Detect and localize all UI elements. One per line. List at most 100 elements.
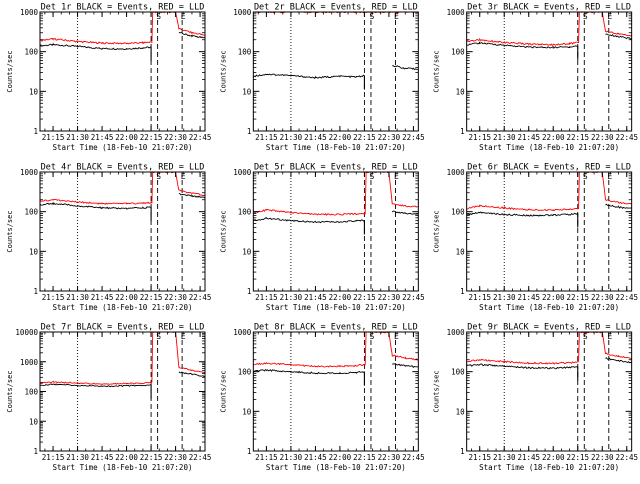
events-series-line: [253, 73, 365, 79]
x-tick-label: 21:45: [91, 453, 114, 462]
y-tick-label: 100: [238, 48, 252, 57]
x-tick-label: 21:15: [42, 293, 65, 302]
x-tick-label: 22:30: [591, 293, 614, 302]
chart-title: Det 1r BLACK = Events, RED = LLD: [41, 3, 205, 13]
lld-series-line: [253, 171, 419, 216]
event-marker-label: E: [181, 172, 186, 181]
y-axis-label: Counts/sec: [219, 370, 227, 412]
event-marker-label: S: [156, 172, 161, 181]
x-axis-label: Start Time (18-Feb-10 21:07:20): [266, 463, 406, 472]
y-axis-label: Counts/sec: [219, 50, 227, 92]
chart-panel: Det 1r BLACK = Events, RED = LLD Counts/s…: [6, 3, 211, 153]
event-marker-label: E: [607, 332, 612, 341]
x-tick-label: 22:00: [542, 453, 565, 462]
event-marker-label: E: [607, 172, 612, 181]
x-tick-label: 22:15: [566, 293, 589, 302]
y-tick-label: 1: [33, 447, 38, 456]
y-axis-label: Counts/sec: [6, 370, 14, 412]
x-tick-label: 22:15: [353, 133, 376, 142]
x-tick-label: 22:45: [189, 133, 212, 142]
x-tick-label: 22:30: [164, 453, 187, 462]
event-marker-label: S: [370, 172, 375, 181]
x-tick-label: 21:15: [468, 453, 491, 462]
events-series-line: [605, 33, 633, 41]
y-tick-label: 1000: [20, 8, 39, 17]
events-series-line: [39, 383, 152, 388]
x-tick-label: 21:45: [304, 453, 327, 462]
x-tick-label: 22:30: [378, 293, 401, 302]
x-axis-label: Start Time (18-Feb-10 21:07:20): [266, 303, 406, 312]
events-series-line: [39, 42, 152, 51]
events-series-line: [466, 41, 578, 49]
y-tick-label: 1000: [20, 168, 39, 177]
plot-frame: [39, 171, 206, 292]
lld-series-line: [466, 331, 632, 365]
x-tick-label: 21:45: [91, 133, 114, 142]
event-marker-label: S: [156, 332, 161, 341]
x-tick-label: 22:00: [115, 453, 138, 462]
y-tick-label: 10: [242, 87, 252, 96]
chart-title: Det 5r BLACK = Events, RED = LLD: [254, 163, 418, 173]
lld-series-line: [40, 11, 206, 45]
events-series-line: [605, 203, 632, 209]
x-tick-label: 21:15: [255, 293, 278, 302]
y-tick-label: 10: [242, 247, 252, 256]
y-axis-label: Counts/sec: [433, 370, 441, 412]
plot-frame: [466, 11, 633, 132]
x-tick-label: 21:15: [255, 453, 278, 462]
plot-frame: [252, 171, 419, 292]
event-marker-label: E: [394, 172, 399, 181]
x-tick-label: 22:30: [164, 293, 187, 302]
y-tick-label: 100: [24, 48, 38, 57]
events-series-line: [466, 363, 578, 370]
y-tick-label: 1000: [233, 328, 252, 337]
event-marker-label: E: [607, 12, 612, 21]
y-tick-label: 10: [456, 247, 466, 256]
x-tick-label: 21:30: [493, 293, 516, 302]
x-tick-label: 21:45: [517, 133, 540, 142]
x-tick-label: 21:30: [66, 453, 89, 462]
lld-series-line: [39, 171, 206, 205]
x-tick-label: 22:45: [615, 133, 638, 142]
event-marker-label: S: [583, 12, 588, 21]
y-tick-label: 100: [238, 208, 252, 217]
y-tick-label: 100: [24, 388, 38, 397]
chart-panel: Det 4r BLACK = Events, RED = LLD Counts/s…: [6, 163, 211, 313]
y-tick-label: 1: [247, 287, 252, 296]
x-tick-label: 22:45: [402, 133, 425, 142]
x-tick-label: 22:45: [402, 293, 425, 302]
chart-title: Det 7r BLACK = Events, RED = LLD: [41, 323, 205, 333]
x-tick-label: 21:30: [66, 293, 89, 302]
x-tick-label: 22:15: [140, 453, 163, 462]
x-tick-label: 22:00: [329, 133, 352, 142]
y-tick-label: 1000: [447, 328, 466, 337]
x-tick-label: 22:15: [353, 453, 376, 462]
x-tick-label: 22:45: [402, 453, 425, 462]
y-tick-label: 10: [242, 407, 252, 416]
events-series-line: [392, 362, 419, 368]
chart-title: Det 4r BLACK = Events, RED = LLD: [41, 163, 205, 173]
y-tick-label: 1: [460, 287, 465, 296]
y-tick-label: 1: [460, 127, 465, 136]
event-marker-label: S: [583, 172, 588, 181]
x-tick-label: 21:30: [280, 133, 303, 142]
x-tick-label: 22:00: [542, 293, 565, 302]
x-tick-label: 22:30: [591, 453, 614, 462]
events-series-line: [605, 357, 632, 364]
chart-panel: Det 5r BLACK = Events, RED = LLD Counts/s…: [219, 163, 424, 313]
x-tick-label: 21:30: [280, 293, 303, 302]
y-axis-label: Counts/sec: [6, 210, 14, 252]
y-tick-label: 1000: [447, 8, 466, 17]
x-tick-label: 21:15: [42, 133, 65, 142]
x-tick-label: 22:15: [140, 293, 163, 302]
event-marker-label: S: [370, 332, 375, 341]
event-marker-label: E: [181, 12, 186, 21]
x-tick-label: 22:45: [189, 293, 212, 302]
x-tick-label: 21:15: [42, 453, 65, 462]
y-tick-label: 10: [29, 417, 39, 426]
events-series-line: [392, 65, 419, 71]
x-axis-label: Start Time (18-Feb-10 21:07:20): [53, 143, 193, 152]
events-series-line: [253, 216, 365, 224]
x-tick-label: 22:45: [615, 453, 638, 462]
lld-series-line: [39, 331, 206, 386]
